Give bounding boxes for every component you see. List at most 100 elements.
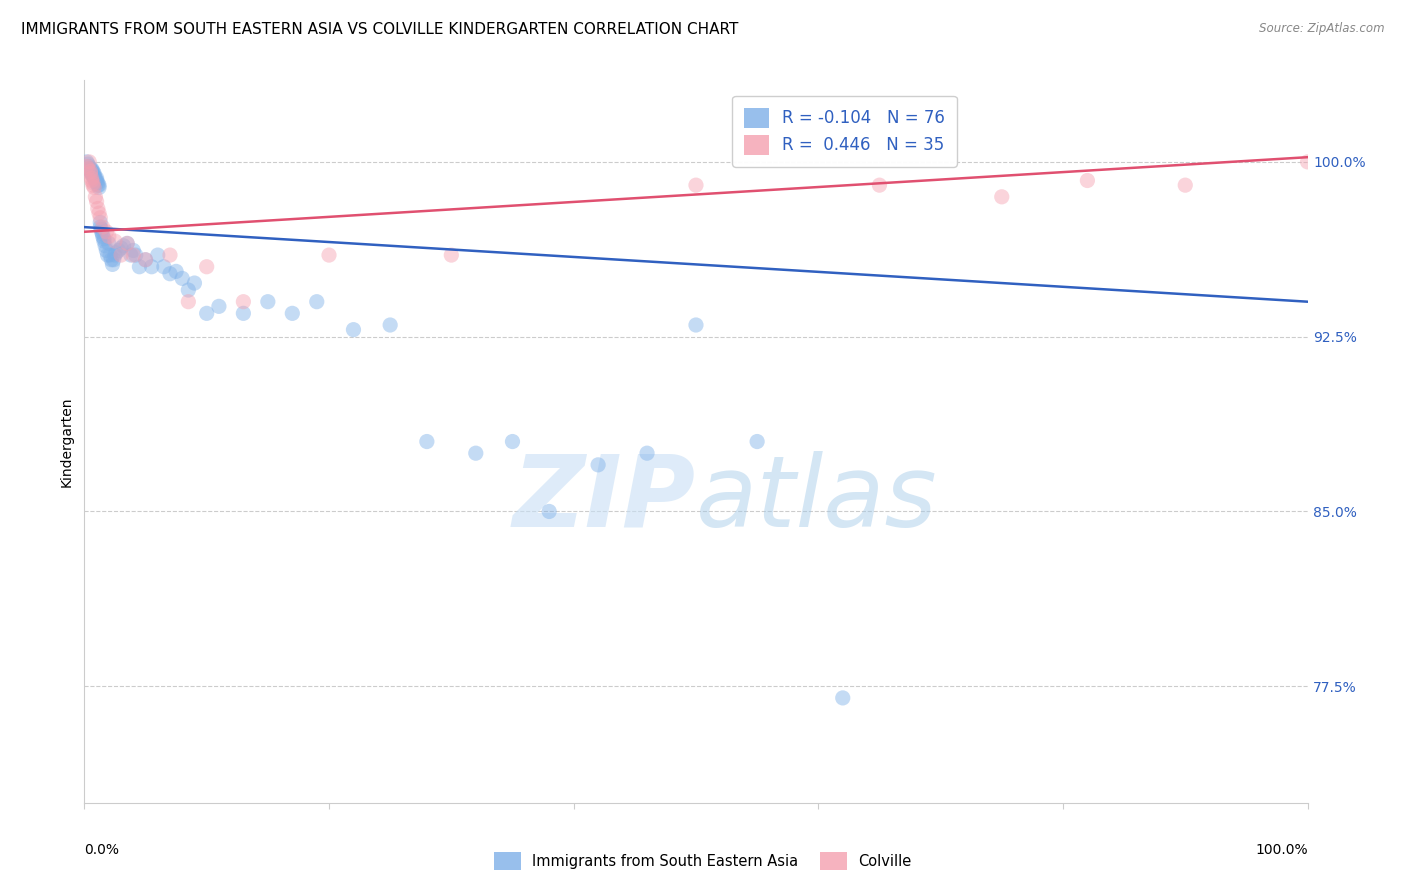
Point <box>76 160 98 174</box>
Point <box>87 176 110 190</box>
Point <box>342 323 364 337</box>
Point <box>208 299 231 313</box>
Point <box>82 167 104 181</box>
Point <box>80 161 103 176</box>
Point <box>195 306 218 320</box>
Point <box>79 161 101 176</box>
Point <box>232 306 254 320</box>
Point <box>84 190 107 204</box>
Point <box>84 173 107 187</box>
Text: IMMIGRANTS FROM SOUTH EASTERN ASIA VS COLVILLE KINDERGARTEN CORRELATION CHART: IMMIGRANTS FROM SOUTH EASTERN ASIA VS CO… <box>21 22 738 37</box>
Point <box>80 171 103 186</box>
Point <box>86 194 108 209</box>
Point <box>502 434 524 449</box>
Point <box>125 248 148 262</box>
Point <box>80 167 103 181</box>
Point <box>89 220 111 235</box>
Point <box>110 248 132 262</box>
Point <box>76 154 98 169</box>
Legend: Immigrants from South Eastern Asia, Colville: Immigrants from South Eastern Asia, Colv… <box>489 847 917 876</box>
Point <box>281 306 304 320</box>
Point <box>91 229 114 244</box>
Point <box>87 206 110 220</box>
Point <box>82 178 104 193</box>
Point <box>177 283 200 297</box>
Point <box>93 232 115 246</box>
Point <box>115 236 138 251</box>
Point <box>77 154 100 169</box>
Point <box>82 176 104 190</box>
Point <box>86 176 108 190</box>
Point <box>83 169 105 183</box>
Point <box>98 248 121 262</box>
Point <box>122 244 145 258</box>
Point <box>112 239 135 253</box>
Point <box>90 222 112 236</box>
Point <box>318 248 340 262</box>
Point <box>79 164 101 178</box>
Point <box>89 215 111 229</box>
Point <box>101 257 124 271</box>
Point <box>440 248 463 262</box>
Point <box>991 190 1014 204</box>
Point <box>105 245 128 260</box>
Point <box>77 160 100 174</box>
Point <box>79 164 101 178</box>
Point <box>83 171 105 186</box>
Point <box>122 248 145 262</box>
Point <box>97 248 120 262</box>
Point <box>87 178 110 193</box>
Point <box>232 294 254 309</box>
Point <box>586 458 609 472</box>
Point <box>87 202 110 216</box>
Point <box>79 167 101 181</box>
Point <box>183 276 205 290</box>
Point <box>538 504 561 518</box>
Legend: R = -0.104   N = 76, R =  0.446   N = 35: R = -0.104 N = 76, R = 0.446 N = 35 <box>733 95 956 167</box>
Point <box>110 241 132 255</box>
Point <box>685 318 707 332</box>
Point <box>82 169 104 183</box>
Point <box>100 252 122 267</box>
Point <box>153 260 176 274</box>
Point <box>195 260 218 274</box>
Point <box>103 252 125 267</box>
Point <box>159 267 181 281</box>
Point <box>84 171 107 186</box>
Point <box>107 244 129 258</box>
Point <box>96 225 118 239</box>
Point <box>77 161 100 176</box>
Point <box>97 229 120 244</box>
Point <box>135 252 157 267</box>
Point <box>135 252 157 267</box>
Point <box>80 173 103 187</box>
Point <box>90 225 112 239</box>
Y-axis label: Kindergarten: Kindergarten <box>59 396 73 487</box>
Point <box>80 164 103 178</box>
Point <box>146 248 169 262</box>
Point <box>1296 154 1319 169</box>
Point <box>91 220 114 235</box>
Point <box>83 167 105 181</box>
Point <box>380 318 402 332</box>
Point <box>86 173 108 187</box>
Point <box>172 271 194 285</box>
Point <box>128 260 150 274</box>
Text: ZIP: ZIP <box>513 450 696 548</box>
Point <box>86 171 108 186</box>
Point <box>831 690 853 705</box>
Point <box>104 248 127 262</box>
Point <box>115 236 138 251</box>
Point <box>685 178 707 193</box>
Point <box>94 239 117 253</box>
Text: 0.0%: 0.0% <box>84 843 120 856</box>
Point <box>305 294 328 309</box>
Point <box>464 446 486 460</box>
Text: atlas: atlas <box>696 450 938 548</box>
Point <box>96 244 118 258</box>
Point <box>83 180 105 194</box>
Point <box>87 180 110 194</box>
Point <box>141 260 163 274</box>
Point <box>93 234 115 248</box>
Point <box>257 294 280 309</box>
